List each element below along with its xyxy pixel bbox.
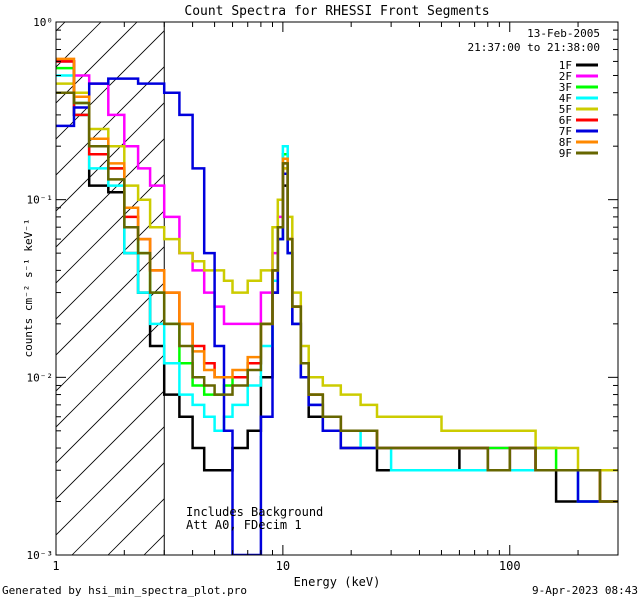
time-range: 21:37:00 to 21:38:00 — [468, 41, 600, 54]
hatch-line — [71, 462, 165, 555]
series-line-5F — [56, 82, 618, 472]
series-group — [56, 57, 618, 555]
legend-label-1F: 1F — [559, 59, 572, 72]
hatch-line — [56, 246, 165, 356]
legend-label-2F: 2F — [559, 70, 572, 83]
axis-ticks: 1 10 100 10⁻³ 10⁻² 10⁻¹ 10⁰ — [27, 16, 619, 573]
legend-label-4F: 4F — [559, 92, 572, 105]
footer-generated-by: Generated by hsi_min_spectra_plot.pro — [2, 584, 247, 597]
x-tick-label: 10 — [276, 559, 290, 573]
legend-label-8F: 8F — [559, 136, 572, 149]
hatch-line — [56, 210, 165, 320]
y-axis-label: counts cm⁻² s⁻¹ keV⁻¹ — [22, 218, 35, 357]
y-tick-label: 10⁻³ — [27, 549, 54, 562]
annotation-attenuator: Att A0, FDecim 1 — [186, 518, 302, 532]
hatch-line — [56, 426, 165, 536]
hatch-line — [56, 390, 165, 500]
x-axis-label: Energy (keV) — [294, 575, 381, 589]
series-line-9F — [56, 91, 618, 503]
hatch-line — [56, 102, 165, 212]
chart-title: Count Spectra for RHESSI Front Segments — [184, 4, 489, 19]
legend-label-3F: 3F — [559, 81, 572, 94]
legend-label-6F: 6F — [559, 114, 572, 127]
observation-date: 13-Feb-2005 — [527, 27, 600, 40]
hatch-line — [56, 30, 165, 140]
hatch-line — [56, 282, 165, 392]
hatch-line — [56, 66, 165, 176]
legend-label-7F: 7F — [559, 125, 572, 138]
y-tick-label: 10⁻¹ — [27, 194, 54, 207]
x-tick-label: 100 — [499, 559, 521, 573]
plot-frame — [55, 21, 619, 556]
hatched-region — [56, 22, 165, 555]
legend-label-5F: 5F — [559, 103, 572, 116]
annotation-background: Includes Background — [186, 505, 323, 519]
x-tick-label: 1 — [52, 559, 59, 573]
y-tick-label: 10⁻² — [27, 371, 54, 384]
footer-timestamp: 9-Apr-2023 08:43 — [532, 584, 638, 597]
y-tick-label: 10⁰ — [33, 16, 53, 29]
legend-label-9F: 9F — [559, 147, 572, 160]
